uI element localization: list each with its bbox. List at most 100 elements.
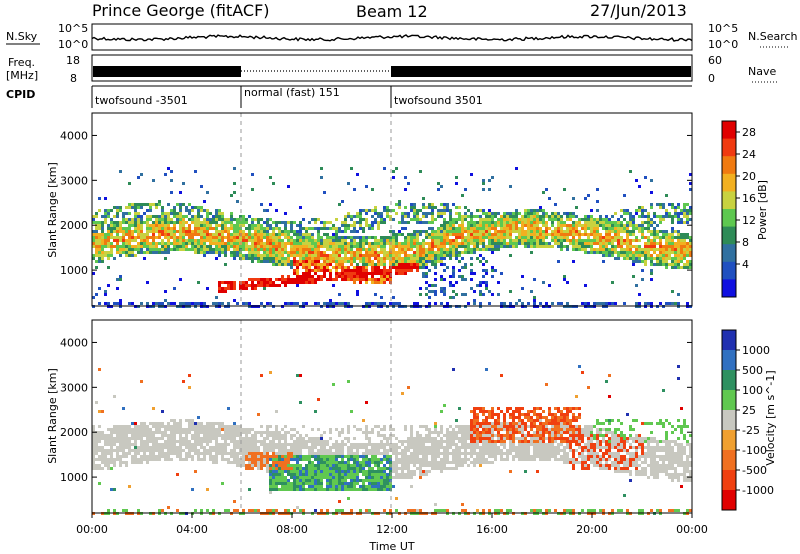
velocity-cell: [122, 449, 125, 452]
velocity-cell: [281, 443, 284, 446]
power-cell: [248, 236, 251, 239]
power-cell: [284, 233, 287, 236]
power-cell: [386, 215, 389, 218]
velocity-cell: [290, 476, 293, 479]
power-cell: [575, 224, 578, 227]
velocity-cell: [386, 482, 389, 485]
velocity-cell: [143, 440, 146, 443]
velocity-cell: [278, 488, 281, 491]
velocity-cell: [407, 476, 410, 479]
power-cell: [293, 239, 296, 242]
power-cell: [293, 230, 296, 233]
power-cell: [503, 302, 506, 305]
power-cell: [488, 179, 491, 182]
power-cell: [227, 233, 230, 236]
power-cell: [140, 245, 143, 248]
power-cell: [101, 215, 104, 218]
power-cell: [335, 275, 338, 278]
power-cell: [188, 236, 191, 239]
velocity-cell: [179, 431, 182, 434]
power-cell: [260, 284, 263, 287]
velocity-cell: [230, 437, 233, 440]
velocity-cell: [224, 509, 227, 512]
power-cell: [188, 203, 191, 206]
power-cell: [266, 254, 269, 257]
velocity-cell: [113, 428, 116, 431]
power-cell: [248, 248, 251, 251]
velocity-cell: [272, 488, 275, 491]
velocity-cell: [323, 443, 326, 446]
power-cell: [95, 212, 98, 215]
power-cell: [455, 251, 458, 254]
power-cell: [506, 230, 509, 233]
power-cell: [482, 257, 485, 260]
power-cell: [602, 251, 605, 254]
power-cell: [95, 233, 98, 236]
power-cell: [443, 278, 446, 281]
power-cell: [479, 236, 482, 239]
power-cell: [494, 239, 497, 242]
power-cell: [356, 257, 359, 260]
power-cell: [323, 233, 326, 236]
power-cell: [110, 221, 113, 224]
power-cell: [164, 245, 167, 248]
power-cell: [497, 230, 500, 233]
velocity-cell: [290, 455, 293, 458]
power-cell: [641, 233, 644, 236]
power-cell: [350, 224, 353, 227]
power-cell: [488, 236, 491, 239]
power-cell: [677, 248, 680, 251]
velocity-cell: [155, 425, 158, 428]
power-cell: [500, 227, 503, 230]
power-cell: [107, 215, 110, 218]
velocity-cell: [326, 479, 329, 482]
power-cell: [101, 257, 104, 260]
power-cell: [665, 209, 668, 212]
velocity-cell: [278, 431, 281, 434]
power-cell: [458, 245, 461, 248]
velocity-cell: [152, 449, 155, 452]
power-cell: [218, 239, 221, 242]
power-cell: [98, 221, 101, 224]
power-cell: [653, 230, 656, 233]
power-cell: [395, 263, 398, 266]
velocity-cell: [152, 434, 155, 437]
velocity-cell: [194, 509, 197, 512]
velocity-cell: [254, 434, 257, 437]
velocity-cell: [314, 446, 317, 449]
velocity-cell: [293, 449, 296, 452]
velocity-cell: [305, 467, 308, 470]
velocity-cell: [344, 461, 347, 464]
power-cell: [92, 242, 95, 245]
power-cell: [341, 221, 344, 224]
power-cell: [686, 302, 689, 305]
power-cell: [347, 266, 350, 269]
power-cell: [476, 242, 479, 245]
power-cell: [659, 245, 662, 248]
power-cell: [665, 242, 668, 245]
power-cell: [542, 215, 545, 218]
power-cell: [488, 188, 491, 191]
velocity-cell: [203, 425, 206, 428]
power-cell: [533, 215, 536, 218]
velocity-cell: [323, 455, 326, 458]
power-cell: [290, 242, 293, 245]
power-cell: [683, 212, 686, 215]
power-cell: [305, 272, 308, 275]
power-cell: [458, 233, 461, 236]
power-cell: [431, 227, 434, 230]
power-cell: [434, 278, 437, 281]
velocity-cell: [329, 479, 332, 482]
power-cell: [320, 239, 323, 242]
power-cell: [665, 257, 668, 260]
power-cell: [245, 239, 248, 242]
velocity-cell: [215, 434, 218, 437]
power-cell: [182, 182, 185, 185]
velocity-cell: [281, 470, 284, 473]
power-cell: [353, 281, 356, 284]
power-cell: [587, 302, 590, 305]
power-cell: [164, 215, 167, 218]
velocity-cell: [308, 449, 311, 452]
power-cell: [146, 236, 149, 239]
power-cell: [308, 221, 311, 224]
